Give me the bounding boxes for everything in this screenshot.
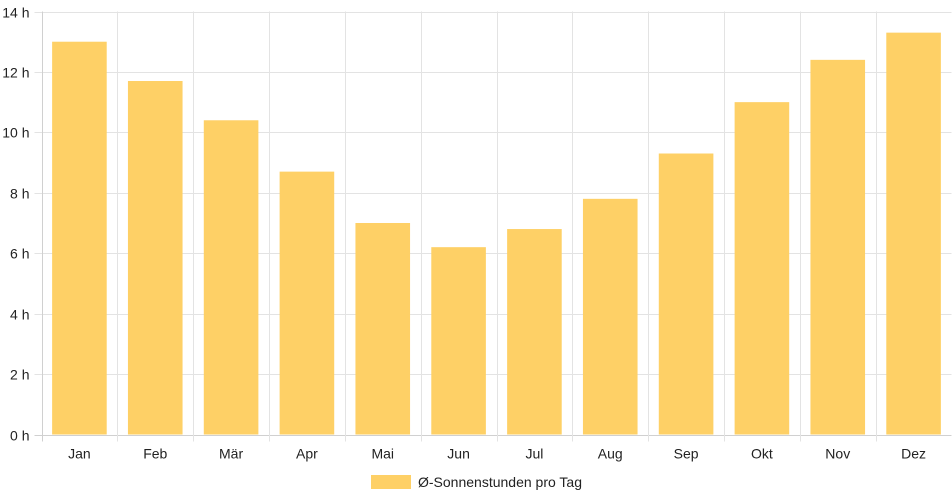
x-tick-label: Dez <box>901 446 926 462</box>
legend-swatch <box>371 475 411 489</box>
y-tick-label: 2 h <box>10 367 29 383</box>
y-tick-label: 12 h <box>2 65 29 81</box>
bar-feb[interactable] <box>127 80 183 435</box>
x-tick-label: Mai <box>371 446 394 462</box>
x-tick-label: Nov <box>825 446 850 462</box>
y-tick-label: 0 h <box>10 428 29 444</box>
bar-aug[interactable] <box>582 198 638 435</box>
y-tick-label: 14 h <box>2 5 29 21</box>
x-tick-label: Feb <box>143 446 167 462</box>
bar-dez[interactable] <box>886 32 941 435</box>
bar-sep[interactable] <box>658 153 714 435</box>
bar-mär[interactable] <box>203 120 259 435</box>
bars <box>52 32 941 435</box>
bar-jan[interactable] <box>52 41 107 435</box>
bar-mai[interactable] <box>355 223 411 435</box>
x-tick-label: Sep <box>674 446 699 462</box>
y-tick-label: 10 h <box>2 125 29 141</box>
gridlines <box>34 11 952 442</box>
bar-jun[interactable] <box>431 247 486 435</box>
y-tick-label: 6 h <box>10 246 29 262</box>
x-tick-label: Mär <box>219 446 243 462</box>
bar-jul[interactable] <box>507 229 562 435</box>
x-tick-label: Apr <box>296 446 318 462</box>
bar-okt[interactable] <box>734 102 790 435</box>
y-tick-label: 8 h <box>10 186 29 202</box>
x-tick-label: Jun <box>447 446 470 462</box>
x-tick-label: Jan <box>68 446 91 462</box>
bar-apr[interactable] <box>279 171 335 435</box>
bar-nov[interactable] <box>810 59 866 435</box>
x-tick-label: Okt <box>751 446 773 462</box>
legend[interactable]: Ø-Sonnenstunden pro Tag <box>371 474 582 490</box>
y-tick-label: 4 h <box>10 307 29 323</box>
y-tick-labels: 0 h 2 h 4 h 6 h 8 h 10 h 12 h 14 h <box>2 5 29 444</box>
x-tick-label: Aug <box>598 446 623 462</box>
x-tick-labels: Jan Feb Mär Apr Mai Jun Jul Aug Sep Okt Nov Dez <box>68 446 926 462</box>
legend-label: Ø-Sonnenstunden pro Tag <box>418 474 582 490</box>
x-tick-label: Jul <box>525 446 543 462</box>
